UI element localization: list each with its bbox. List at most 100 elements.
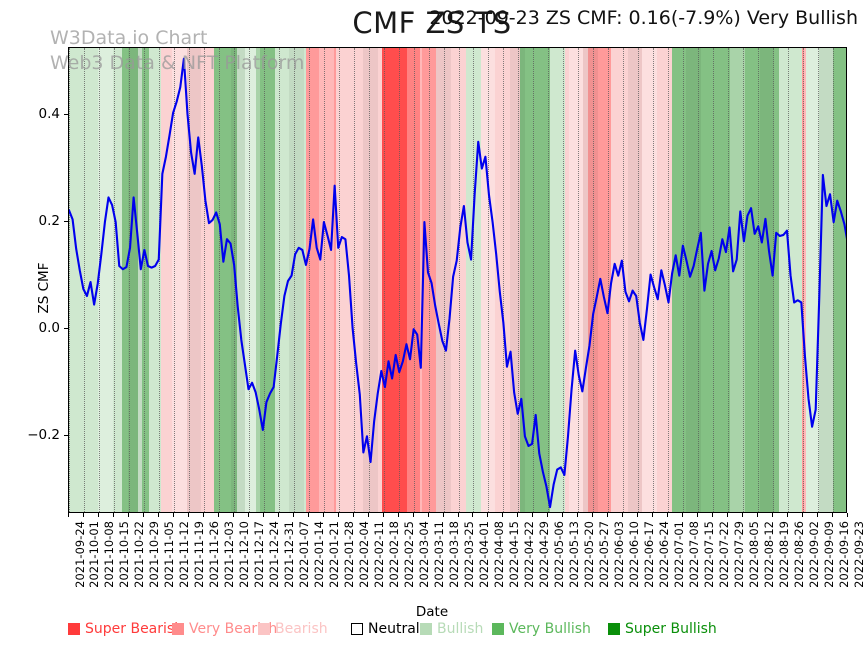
plot-area[interactable] <box>68 47 847 513</box>
x-tick-mark <box>457 513 459 517</box>
x-tick-mark <box>487 513 489 517</box>
regime-band <box>214 48 237 512</box>
y-tick-label: 0.2 <box>38 213 60 230</box>
x-tick-label: 2022-02-18 <box>387 521 402 588</box>
y-tick-label: −0.2 <box>27 427 60 444</box>
x-tick-mark <box>592 513 594 517</box>
regime-band <box>420 48 436 512</box>
x-tick-label: 2022-01-28 <box>342 521 357 588</box>
x-tick-label: 2022-08-19 <box>776 521 791 588</box>
y-tick-label: 0.0 <box>38 320 60 337</box>
legend-swatch-icon <box>68 623 80 635</box>
legend-item-very-bullish[interactable]: Very Bullish <box>492 618 591 640</box>
cmf-line-path <box>69 57 846 509</box>
gridline-vertical <box>128 48 130 512</box>
x-tick-label: 2022-04-22 <box>521 521 536 588</box>
legend-swatch-icon <box>492 623 504 635</box>
x-tick-mark <box>787 513 789 517</box>
gridline-vertical <box>413 48 415 512</box>
gridline-vertical <box>98 48 100 512</box>
legend-item-super-bullish[interactable]: Super Bullish <box>608 618 717 640</box>
legend-item-bearish[interactable]: Bearish <box>258 618 328 640</box>
x-tick-mark <box>157 513 159 517</box>
regime-band <box>336 48 383 512</box>
gridline-vertical <box>578 48 580 512</box>
regime-band-subtle <box>98 48 114 512</box>
x-tick-label: 2021-12-31 <box>282 521 297 588</box>
x-tick-label: 2022-09-09 <box>821 521 836 588</box>
gridline-vertical <box>548 48 550 512</box>
x-tick-mark <box>292 513 294 517</box>
x-tick-label: 2022-04-29 <box>536 521 551 588</box>
regime-band <box>160 48 215 512</box>
x-tick-mark <box>232 513 234 517</box>
x-tick-mark <box>82 513 84 517</box>
x-tick-label: 2021-10-15 <box>117 521 132 588</box>
x-tick-mark <box>277 513 279 517</box>
x-tick-label: 2022-08-12 <box>761 521 776 588</box>
legend-item-very-bearish[interactable]: Very Bearish <box>172 618 277 640</box>
x-tick-label: 2022-01-21 <box>327 521 342 588</box>
x-tick-label: 2021-12-17 <box>252 521 267 588</box>
legend-swatch-icon <box>420 623 432 635</box>
legend-label: Neutral <box>368 621 420 637</box>
regime-band-subtle <box>686 48 701 512</box>
x-tick-label: 2022-08-05 <box>746 521 761 588</box>
legend-item-neutral[interactable]: Neutral <box>351 618 420 640</box>
x-tick-mark <box>727 513 729 517</box>
regime-band-subtle <box>171 48 187 512</box>
x-tick-label: 2021-10-22 <box>132 521 147 588</box>
gridline-vertical <box>713 48 715 512</box>
x-tick-mark <box>352 513 354 517</box>
x-tick-mark <box>517 513 519 517</box>
regime-band-subtle <box>127 48 143 512</box>
x-tick-mark <box>712 513 714 517</box>
x-tick-label: 2022-07-29 <box>731 521 746 588</box>
x-tick-label: 2022-09-23 <box>851 521 864 588</box>
y-tick-label: 0.4 <box>38 105 60 122</box>
x-tick-mark <box>97 513 99 517</box>
gridline-vertical <box>308 48 310 512</box>
legend[interactable]: Super Bearish Very Bearish Bearish Neutral B… <box>0 618 864 642</box>
gridline-vertical <box>368 48 370 512</box>
x-tick-mark <box>847 513 848 517</box>
gridline-vertical <box>158 48 160 512</box>
y-tick-mark <box>64 328 68 330</box>
x-tick-mark <box>247 513 249 517</box>
gridline-vertical <box>428 48 430 512</box>
gridline-vertical <box>398 48 400 512</box>
x-tick-label: 2021-10-29 <box>147 521 162 588</box>
legend-item-bullish[interactable]: Bullish <box>420 618 483 640</box>
regime-band-subtle <box>568 48 584 512</box>
regime-band <box>149 48 161 512</box>
gridline-vertical <box>488 48 490 512</box>
regime-band <box>256 48 276 512</box>
x-tick-mark <box>262 513 264 517</box>
y-axis-label: ZS CMF <box>36 262 52 314</box>
x-tick-label: 2022-06-24 <box>656 521 671 588</box>
x-tick-mark <box>442 513 444 517</box>
gridline-vertical <box>218 48 220 512</box>
y-tick-mark <box>64 435 68 437</box>
x-tick-label: 2022-02-11 <box>372 521 387 588</box>
x-tick-label: 2022-07-15 <box>701 521 716 588</box>
gridline-vertical <box>518 48 520 512</box>
gridline-vertical <box>188 48 190 512</box>
regime-band <box>550 48 566 512</box>
x-tick-label: 2022-05-06 <box>551 521 566 588</box>
x-tick-label: 2022-01-14 <box>312 521 327 588</box>
legend-item-super-bearish[interactable]: Super Bearish <box>68 618 183 640</box>
x-tick-mark <box>757 513 759 517</box>
gridline-vertical <box>473 48 475 512</box>
gridline-vertical <box>323 48 325 512</box>
x-tick-mark <box>112 513 114 517</box>
regime-band <box>237 48 257 512</box>
x-tick-label: 2021-11-12 <box>177 521 192 588</box>
x-tick-mark <box>562 513 564 517</box>
x-tick-label: 2022-05-20 <box>581 521 596 588</box>
regime-band-subtle <box>318 48 334 512</box>
x-tick-label: 2022-09-02 <box>806 521 821 588</box>
x-tick-label: 2022-03-25 <box>462 521 476 588</box>
x-tick-mark <box>187 513 189 517</box>
x-tick-label: 2022-06-17 <box>641 521 656 588</box>
